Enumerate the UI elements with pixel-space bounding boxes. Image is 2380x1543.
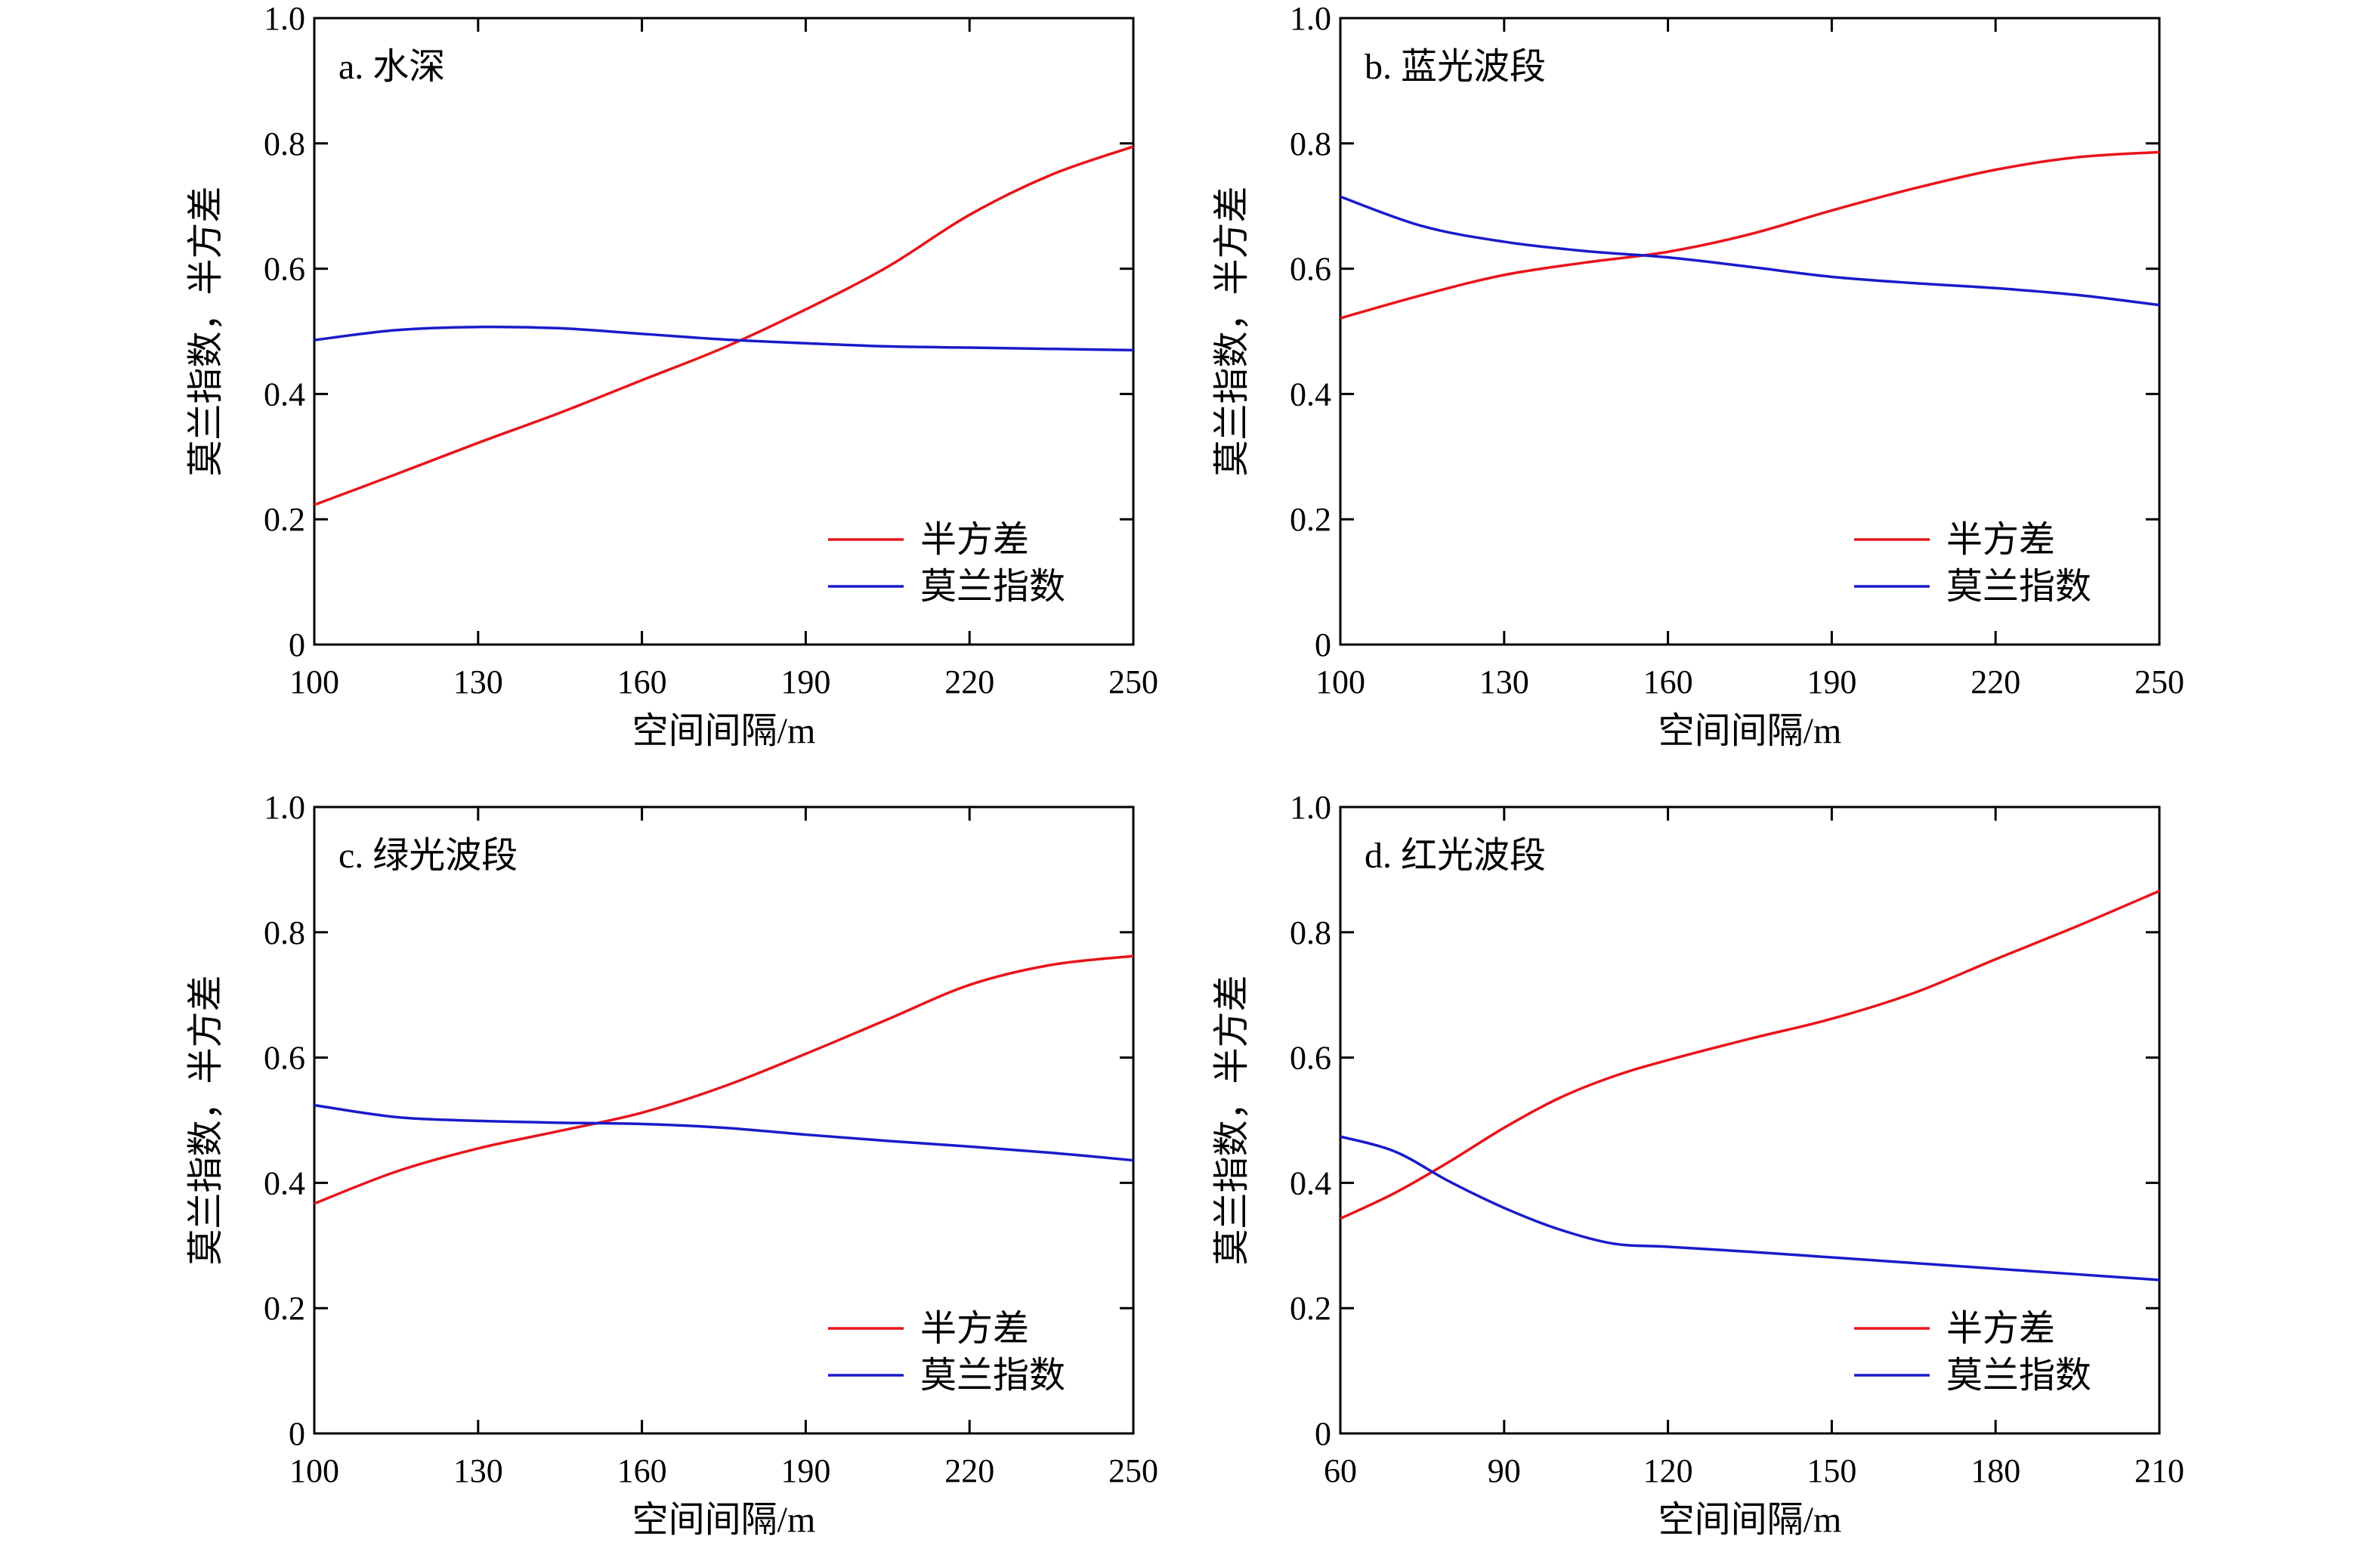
y-tick-label: 0 [289,626,305,663]
panel-label: d. 红光波段 [1365,836,1546,876]
panel-label: c. 绿光波段 [338,836,518,876]
x-axis-label: 空间间隔/m [632,711,816,751]
legend-label: 莫兰指数 [920,567,1065,607]
y-tick-label: 0.2 [1290,501,1331,538]
y-tick-label: 0.4 [1290,1164,1331,1201]
chart-panel-d: 60 90 120 150 180 210 0 0.2 0.4 0.6 0.8 1.0 空间间隔/m 莫兰… [1212,789,2184,1540]
panel-label: b. 蓝光波段 [1365,47,1546,87]
y-tick-label: 0.2 [264,501,305,538]
y-tick-label: 0.2 [264,1290,305,1327]
y-tick-label: 0.6 [1290,251,1331,288]
y-axis-label: 莫兰指数，半方差 [1212,975,1252,1265]
x-axis-label: 空间间隔/m [632,1500,816,1540]
legend-label: 莫兰指数 [1946,567,2091,607]
plot-frame [1339,806,2161,1435]
y-tick-label: 0.8 [1290,914,1331,951]
x-tick-label: 190 [1807,663,1856,700]
y-tick-label: 0.4 [1290,376,1331,413]
y-tick-label: 0.8 [1290,125,1331,162]
chart-panel-a: 100 130 160 190 220 250 0 0.2 0.4 0.6 0.8 1.0 空间间隔/m… [186,0,1158,751]
x-tick-label: 60 [1324,1452,1357,1489]
x-tick-label: 100 [289,1452,339,1489]
legend-label: 莫兰指数 [1946,1356,2091,1396]
y-tick-label: 0.6 [264,1040,305,1077]
series-line-moran [1340,195,2160,307]
x-tick-label: 250 [2134,663,2184,700]
y-tick-label: 0.8 [264,125,305,162]
chart-panel-c: 100 130 160 190 220 250 0 0.2 0.4 0.6 0.8 1.0 空间间隔/m… [186,789,1158,1540]
x-tick-label: 190 [780,663,830,700]
plot-frame [1339,17,2161,646]
x-tick-label: 130 [453,663,503,700]
legend-label: 半方差 [1946,1309,2055,1349]
y-tick-label: 0 [1315,1415,1331,1452]
x-tick-label: 130 [453,1452,503,1489]
y-axis-label: 莫兰指数，半方差 [1212,186,1252,476]
x-tick-label: 220 [944,663,994,700]
series-line-moran [1340,1135,2160,1282]
x-tick-label: 180 [1970,1452,2020,1489]
legend-label: 莫兰指数 [920,1356,1065,1396]
series-line-semivariance [1340,889,2160,1220]
x-tick-label: 150 [1807,1452,1856,1489]
x-tick-label: 210 [2134,1452,2184,1489]
x-tick-label: 160 [617,1452,667,1489]
y-axis-label: 莫兰指数，半方差 [186,975,226,1265]
x-tick-label: 120 [1643,1452,1693,1489]
y-tick-label: 0.8 [264,914,305,951]
y-tick-label: 0.2 [1290,1290,1331,1327]
y-tick-label: 1.0 [264,0,305,37]
legend-label: 半方差 [920,520,1029,560]
panel-label: a. 水深 [338,47,445,87]
y-tick-label: 0 [289,1415,305,1452]
x-tick-label: 190 [780,1452,830,1489]
x-tick-label: 250 [1108,1452,1158,1489]
y-tick-label: 0.4 [264,376,305,413]
x-tick-label: 130 [1479,663,1529,700]
series-line-moran [314,1103,1134,1162]
y-tick-label: 0.6 [1290,1040,1331,1077]
y-tick-label: 1.0 [264,789,305,826]
plot-frame [313,17,1135,646]
y-tick-label: 1.0 [1290,0,1331,37]
x-tick-label: 100 [289,663,339,700]
series-line-semivariance [314,954,1134,1205]
x-tick-label: 160 [617,663,667,700]
x-tick-label: 160 [1643,663,1693,700]
legend-label: 半方差 [920,1309,1029,1349]
plot-frame [313,806,1135,1435]
x-tick-label: 90 [1488,1452,1521,1489]
x-tick-label: 250 [1108,663,1158,700]
y-axis-label: 莫兰指数，半方差 [186,186,226,476]
x-tick-label: 100 [1315,663,1365,700]
y-tick-label: 0.6 [264,251,305,288]
y-tick-label: 0.4 [264,1164,305,1201]
x-axis-label: 空间间隔/m [1658,1500,1842,1540]
legend-label: 半方差 [1946,520,2055,560]
x-tick-label: 220 [944,1452,994,1489]
y-tick-label: 0 [1315,626,1331,663]
series-line-semivariance [314,145,1134,506]
y-tick-label: 1.0 [1290,789,1331,826]
x-tick-label: 220 [1970,663,2020,700]
chart-panel-b: 100 130 160 190 220 250 0 0.2 0.4 0.6 0.8 1.0 空间间隔/m… [1212,0,2184,751]
x-axis-label: 空间间隔/m [1658,711,1842,751]
